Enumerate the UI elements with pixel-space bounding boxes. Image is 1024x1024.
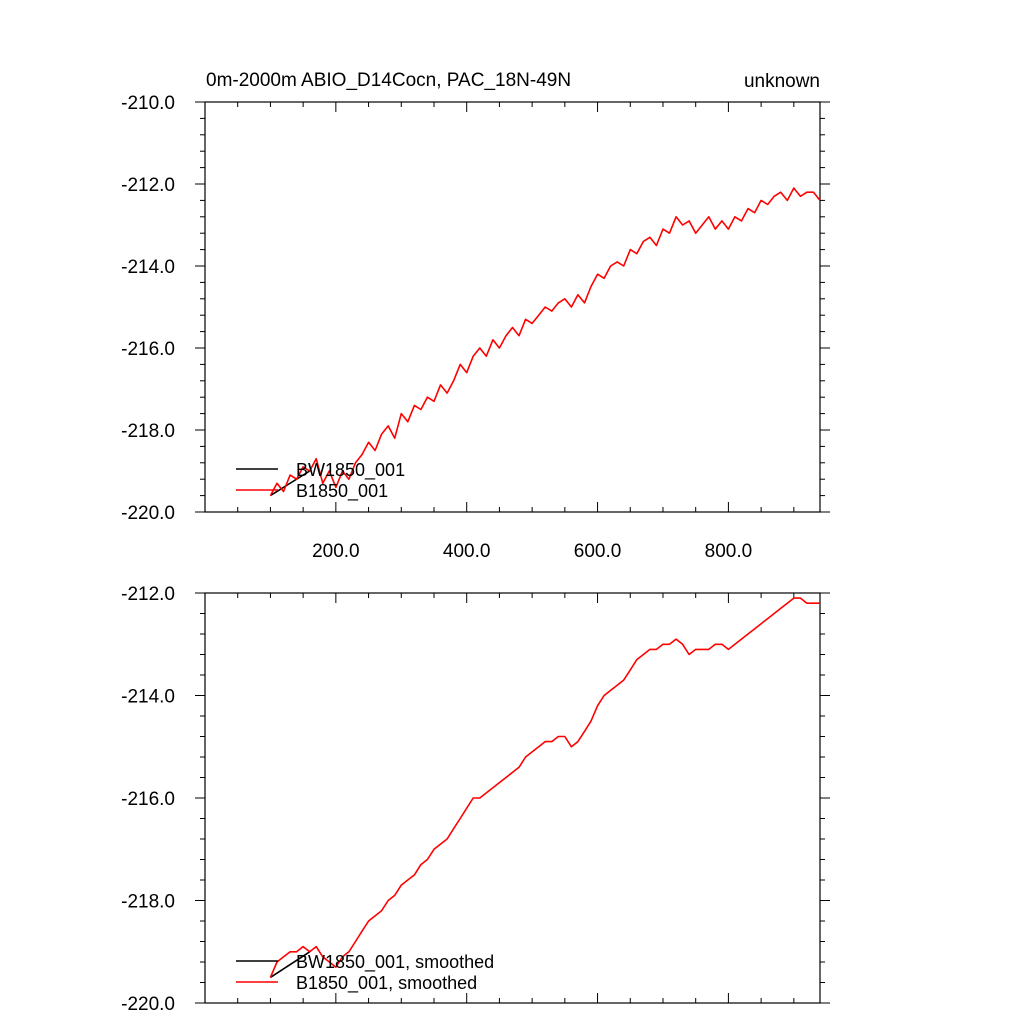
top-panel-title: 0m-2000m ABIO_D14Cocn, PAC_18N-49N [206,70,571,91]
legend-label: B1850_001 [296,481,388,502]
series-line-bw1850 [269,470,311,497]
y-tick-label: -212.0 [121,584,175,605]
bottom-plot-area: -220.0 -218.0 -216.0 -214.0 -212.0 BW1850_001… [121,584,830,1015]
top-panel-title-right: unknown [744,71,820,92]
y-tick-label: -214.0 [121,257,175,278]
y-tick-label: -220.0 [121,503,175,524]
x-tick-label: 800.0 [705,541,753,562]
y-tick-label: -216.0 [121,789,175,810]
x-tick-label: 200.0 [312,541,360,562]
series-line-bw1850 [269,951,311,979]
plot-frame [204,592,821,1004]
top-plot-area: 200.0 400.0 600.0 800.0 -220.0 -218.0 -216.0 -2… [121,93,830,562]
y-tick-label: -216.0 [121,339,175,360]
legend-label: BW1850_001, smoothed [296,952,494,973]
series-line-b1850 [269,597,820,978]
top-panel: 0m-2000m ABIO_D14Cocn, PAC_18N-49N unkno… [121,70,830,562]
y-tick-label: -210.0 [121,93,175,114]
legend-label: BW1850_001 [296,460,405,481]
y-tick-label: -218.0 [121,421,175,442]
bottom-panel: -220.0 -218.0 -216.0 -214.0 -212.0 BW1850_001… [121,584,830,1015]
x-tick-label: 600.0 [574,541,622,562]
series-line-b1850 [269,187,821,496]
legend-label: B1850_001, smoothed [296,973,477,994]
plot-frame [204,101,821,513]
y-tick-label: -214.0 [121,687,175,708]
y-tick-label: -218.0 [121,892,175,913]
y-tick-label: -212.0 [121,175,175,196]
x-tick-label: 400.0 [443,541,491,562]
y-tick-label: -220.0 [121,994,175,1015]
